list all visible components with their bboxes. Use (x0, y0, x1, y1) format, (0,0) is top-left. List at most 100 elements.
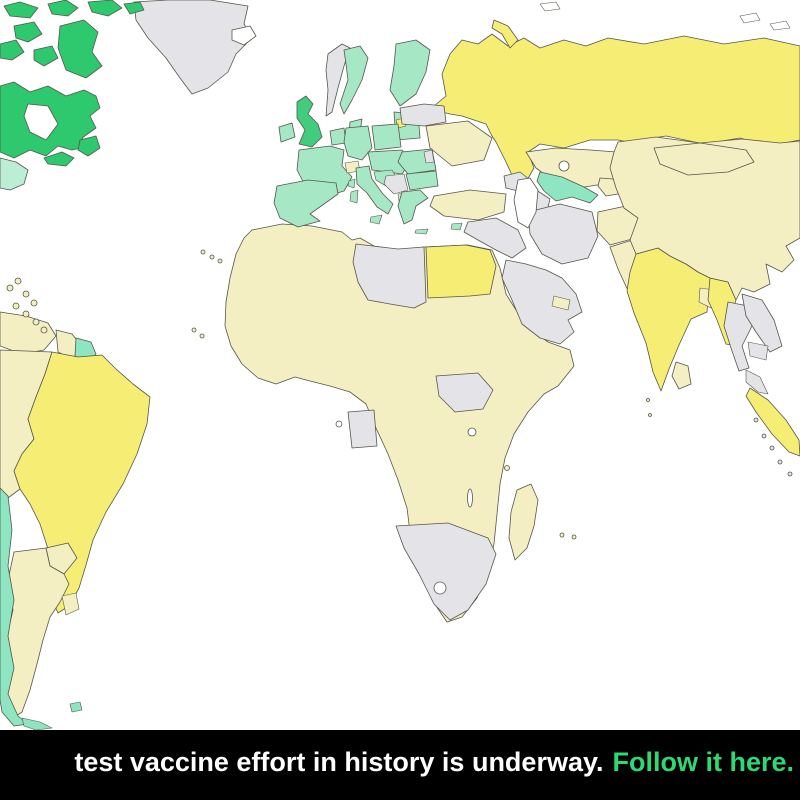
region-arctic-island (739, 12, 761, 24)
lake-caspian-sea (513, 177, 539, 229)
region-argentina (5, 547, 70, 719)
region-italy (355, 165, 394, 215)
region-south-sudan (435, 372, 494, 413)
indian-ocean-islands (504, 398, 652, 540)
region-united-kingdom (296, 95, 323, 148)
region-canada-island (0, 39, 25, 61)
caribbean-islands (6, 277, 48, 334)
region-uruguay (61, 592, 80, 616)
region-finland (389, 39, 431, 107)
region-moldova (423, 149, 435, 164)
region-vietnam-laos (741, 293, 783, 353)
region-china (609, 136, 800, 301)
region-lesotho (433, 581, 447, 595)
island-dot (199, 333, 205, 339)
world-choropleth-map (0, 0, 800, 730)
region-russia (433, 33, 800, 185)
atlantic-islands (191, 249, 223, 339)
region-arctic-island (769, 20, 791, 31)
map-canvas (0, 0, 800, 730)
region-canada-island (87, 0, 123, 17)
island-dot (504, 465, 510, 471)
island-dot (12, 302, 20, 310)
region-ukraine (425, 120, 493, 167)
island-dot (571, 534, 577, 540)
island-dot (761, 433, 767, 439)
region-tierra-del-fuego (21, 717, 53, 730)
island-dot (787, 471, 793, 477)
region-saudi-arabia (501, 259, 583, 345)
lake-malawi (467, 488, 473, 508)
region-norway (325, 43, 351, 117)
island-dot (777, 459, 783, 465)
region-cambodia (747, 341, 769, 361)
region-sao-tome (335, 420, 343, 428)
region-canada-island (123, 1, 145, 15)
region-ireland (278, 122, 296, 143)
region-canada-island (33, 45, 59, 67)
lake-hudson-bay (23, 103, 59, 141)
region-madagascar (508, 483, 539, 561)
region-turkey (429, 189, 507, 221)
region-united-states (0, 157, 29, 191)
region-sweden (339, 45, 369, 115)
region-sicily (369, 214, 383, 225)
island-dot (191, 327, 197, 333)
region-canada-baffin (57, 19, 103, 79)
region-iberia (273, 179, 339, 228)
region-corsica (347, 178, 356, 189)
banner-text: test vaccine effort in history is underw… (74, 747, 794, 778)
region-germany (343, 125, 373, 161)
banner-message: test vaccine effort in history is underw… (74, 746, 604, 777)
island-dot (22, 290, 30, 298)
region-cyprus (450, 222, 463, 231)
region-malaysia (745, 369, 769, 395)
region-serbia-bosnia (383, 173, 409, 195)
island-dot (769, 445, 775, 451)
bottom-banner: test vaccine effort in history is underw… (0, 730, 800, 800)
region-chile (0, 487, 29, 727)
indonesia-islands (753, 417, 793, 477)
region-egypt (425, 244, 497, 299)
island-dot (14, 277, 22, 285)
region-iceland (231, 25, 257, 46)
island-dot (22, 310, 30, 318)
region-southern-africa (395, 522, 497, 621)
island-dot (32, 318, 40, 326)
region-novaya-zemlya (491, 19, 519, 49)
region-levant-iraq (463, 217, 527, 259)
region-iran (527, 203, 599, 265)
island-dot (6, 284, 14, 292)
region-canada-novascotia (43, 151, 75, 167)
region-canada-island (3, 1, 39, 19)
region-bulgaria (405, 170, 439, 191)
region-canada-island (13, 21, 43, 43)
region-colombia-venezuela (0, 311, 57, 355)
region-sumatra (745, 387, 800, 457)
lake-victoria (467, 427, 477, 437)
region-benelux (329, 127, 347, 146)
region-svalbard (539, 1, 561, 12)
region-greenland (133, 0, 253, 95)
region-greece (397, 189, 429, 225)
region-falklands (69, 701, 83, 713)
region-belarus (399, 103, 447, 127)
island-dot (753, 417, 759, 423)
island-dot (648, 413, 652, 417)
island-dot (217, 258, 223, 264)
region-libya (352, 243, 427, 309)
region-uae (551, 295, 571, 311)
region-mongolia (653, 142, 755, 176)
island-dot (559, 532, 565, 538)
island-dot (209, 254, 215, 260)
banner-follow-link[interactable]: Follow it here. (612, 746, 794, 777)
region-gabon (347, 409, 378, 449)
region-canada-newfoundland (77, 135, 101, 157)
region-sardinia (349, 189, 359, 204)
region-poland (371, 123, 402, 151)
island-dot (30, 299, 38, 307)
region-crete (414, 228, 429, 235)
region-sri-lanka (671, 361, 692, 390)
island-dot (646, 398, 650, 402)
island-dot (200, 249, 206, 255)
